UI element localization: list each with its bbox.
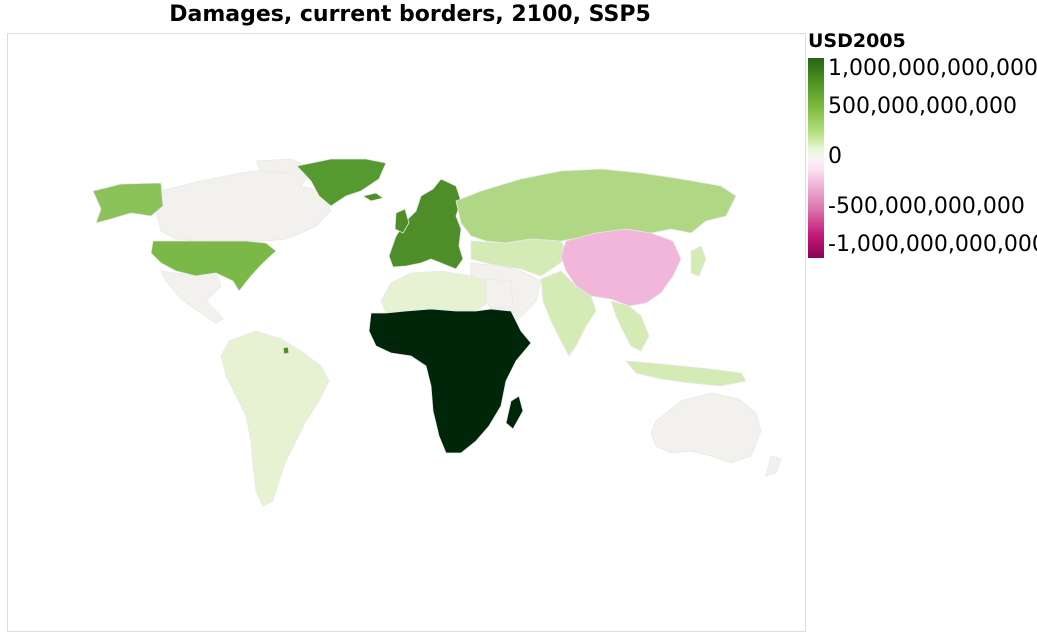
canada <box>155 165 332 244</box>
legend-label-max: 1,000,000,000,000 <box>828 56 1037 81</box>
map-area <box>7 33 806 632</box>
china <box>560 228 682 307</box>
madagascar <box>505 395 524 430</box>
indonesia <box>625 360 747 387</box>
french-guiana <box>282 346 290 355</box>
mexico <box>160 270 224 324</box>
united-kingdom <box>394 208 410 234</box>
new-zealand <box>765 455 782 477</box>
south-america <box>220 330 330 507</box>
legend-label-high: 500,000,000,000 <box>828 94 1017 119</box>
egypt <box>485 278 514 310</box>
southeast-asia <box>610 300 650 352</box>
greenland <box>296 158 387 207</box>
legend-color-ramp <box>808 58 824 258</box>
legend-label-low: -500,000,000,000 <box>828 194 1025 219</box>
north-africa <box>380 270 492 314</box>
legend-label-min: -1,000,000,000,000 <box>828 232 1037 257</box>
western-europe <box>388 178 464 270</box>
legend-label-zero: 0 <box>828 144 842 169</box>
world-map <box>92 158 782 507</box>
color-legend: USD2005 1,000,000,000,000 500,000,000,00… <box>808 30 1037 270</box>
russia <box>455 168 737 244</box>
alaska <box>92 182 164 224</box>
central-asia <box>470 238 570 277</box>
map-title: Damages, current borders, 2100, SSP5 <box>169 2 651 27</box>
australia <box>650 392 762 464</box>
arctic-islands <box>255 158 308 174</box>
iceland <box>361 192 384 202</box>
united-states <box>150 240 277 292</box>
japan <box>690 245 707 277</box>
legend-title: USD2005 <box>808 30 906 52</box>
sub-saharan-africa <box>368 308 532 454</box>
south-asia <box>540 270 597 357</box>
